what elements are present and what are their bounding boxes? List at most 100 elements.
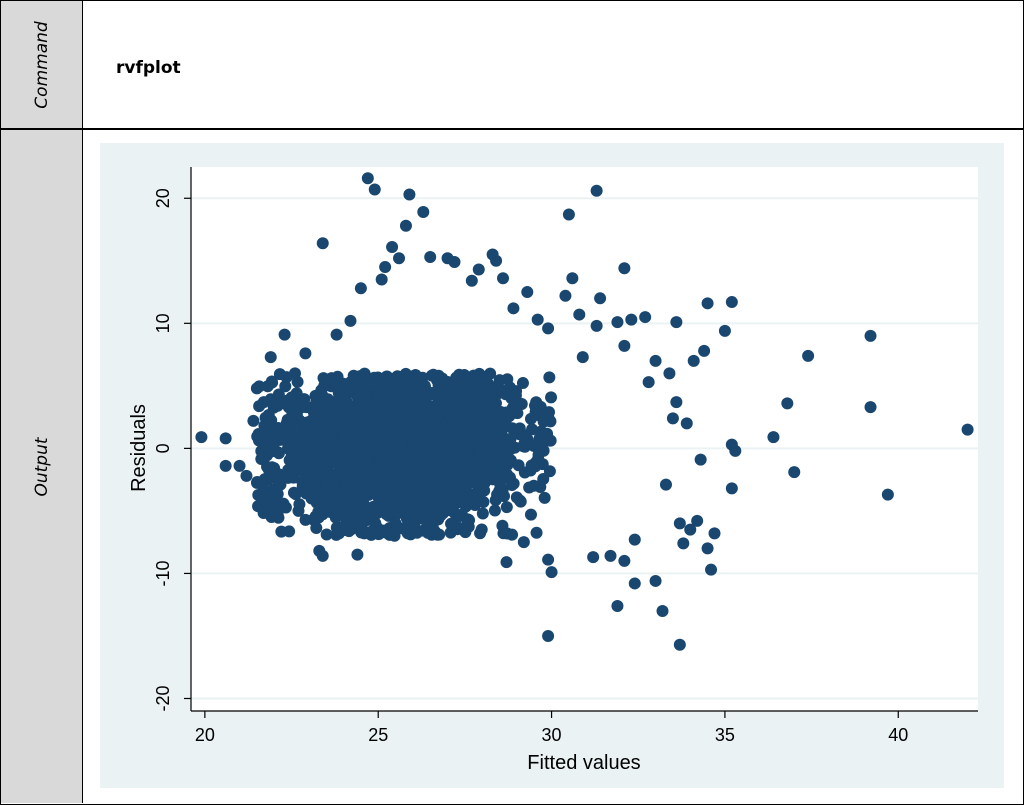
command-sidebar: Command: [1, 1, 83, 128]
data-point: [649, 574, 662, 587]
data-point: [386, 388, 399, 401]
data-point: [357, 459, 370, 472]
data-point: [590, 319, 603, 332]
data-point: [349, 487, 362, 500]
data-point: [708, 527, 721, 540]
data-point: [454, 386, 467, 399]
data-point: [406, 475, 419, 488]
data-point: [534, 400, 547, 413]
data-point: [308, 422, 321, 435]
data-point: [545, 566, 558, 579]
data-point: [500, 501, 513, 514]
x-tick-label: 25: [368, 725, 388, 745]
data-point: [431, 528, 444, 541]
data-point: [466, 424, 479, 437]
data-point: [618, 554, 631, 567]
data-point: [240, 469, 253, 482]
data-point: [403, 188, 416, 201]
data-point: [504, 432, 517, 445]
data-point: [687, 354, 700, 367]
data-point: [628, 577, 641, 590]
data-point: [543, 371, 556, 384]
data-point: [530, 526, 543, 539]
data-point: [472, 491, 485, 504]
section-divider: [1, 128, 1023, 130]
data-point: [392, 432, 405, 445]
data-point: [442, 455, 455, 468]
data-point: [368, 183, 381, 196]
data-point: [516, 377, 529, 390]
data-point: [282, 424, 295, 437]
data-point: [418, 391, 431, 404]
data-point: [264, 499, 277, 512]
data-point: [353, 422, 366, 435]
data-point: [333, 438, 346, 451]
data-point: [666, 412, 679, 425]
data-point: [698, 344, 711, 357]
data-point: [694, 453, 707, 466]
data-point: [491, 488, 504, 501]
data-point: [420, 462, 433, 475]
data-point: [484, 367, 497, 380]
data-point: [462, 488, 475, 501]
scatter-chart: 20 25 30 35 40 -20 -10 0 10 20 Fitted values Resi…: [100, 143, 1004, 788]
data-point: [363, 408, 376, 421]
tick-labels: 20 25 30 35 40 -20 -10 0 10 20: [153, 188, 908, 745]
data-point: [504, 454, 517, 467]
data-point: [725, 482, 738, 495]
chart-svg: 20 25 30 35 40 -20 -10 0 10 20 Fitted values Resi…: [100, 143, 1004, 788]
data-point: [670, 316, 683, 329]
data-point: [275, 525, 288, 538]
data-point: [788, 466, 801, 479]
data-point: [386, 241, 399, 254]
data-point: [258, 419, 271, 432]
data-point: [339, 451, 352, 464]
data-point: [351, 548, 364, 561]
data-point: [864, 329, 877, 342]
data-point: [340, 428, 353, 441]
data-point: [330, 328, 343, 341]
data-point: [587, 551, 600, 564]
data-point: [542, 553, 555, 566]
data-point: [562, 208, 575, 221]
data-point: [543, 434, 556, 447]
data-point: [500, 468, 513, 481]
data-point: [381, 481, 394, 494]
data-point: [493, 446, 506, 459]
data-point: [299, 418, 312, 431]
data-point: [353, 475, 366, 488]
data-point: [362, 479, 375, 492]
data-point: [961, 423, 974, 436]
data-point: [252, 431, 265, 444]
y-tick-label: -10: [153, 560, 173, 586]
data-point: [611, 599, 624, 612]
data-point: [517, 440, 530, 453]
data-point: [368, 432, 381, 445]
x-tick-label: 35: [715, 725, 735, 745]
data-point: [396, 387, 409, 400]
data-point: [433, 372, 446, 385]
data-point: [376, 391, 389, 404]
gridlines: [191, 197, 978, 700]
data-point: [467, 412, 480, 425]
data-point: [517, 536, 530, 549]
data-point: [467, 369, 480, 382]
data-point: [351, 392, 364, 405]
data-point: [314, 398, 327, 411]
data-point: [537, 472, 550, 485]
data-point: [424, 251, 437, 264]
data-point: [320, 528, 333, 541]
data-point: [457, 478, 470, 491]
y-tick-label: -20: [153, 685, 173, 711]
data-point: [458, 368, 471, 381]
data-point: [491, 425, 504, 438]
data-point: [449, 507, 462, 520]
data-point: [282, 441, 295, 454]
data-point: [271, 508, 284, 521]
y-tick-label: 20: [153, 188, 173, 208]
data-point: [299, 347, 312, 360]
data-point: [507, 302, 520, 315]
data-point: [329, 470, 342, 483]
data-point: [342, 525, 355, 538]
data-point: [305, 446, 318, 459]
